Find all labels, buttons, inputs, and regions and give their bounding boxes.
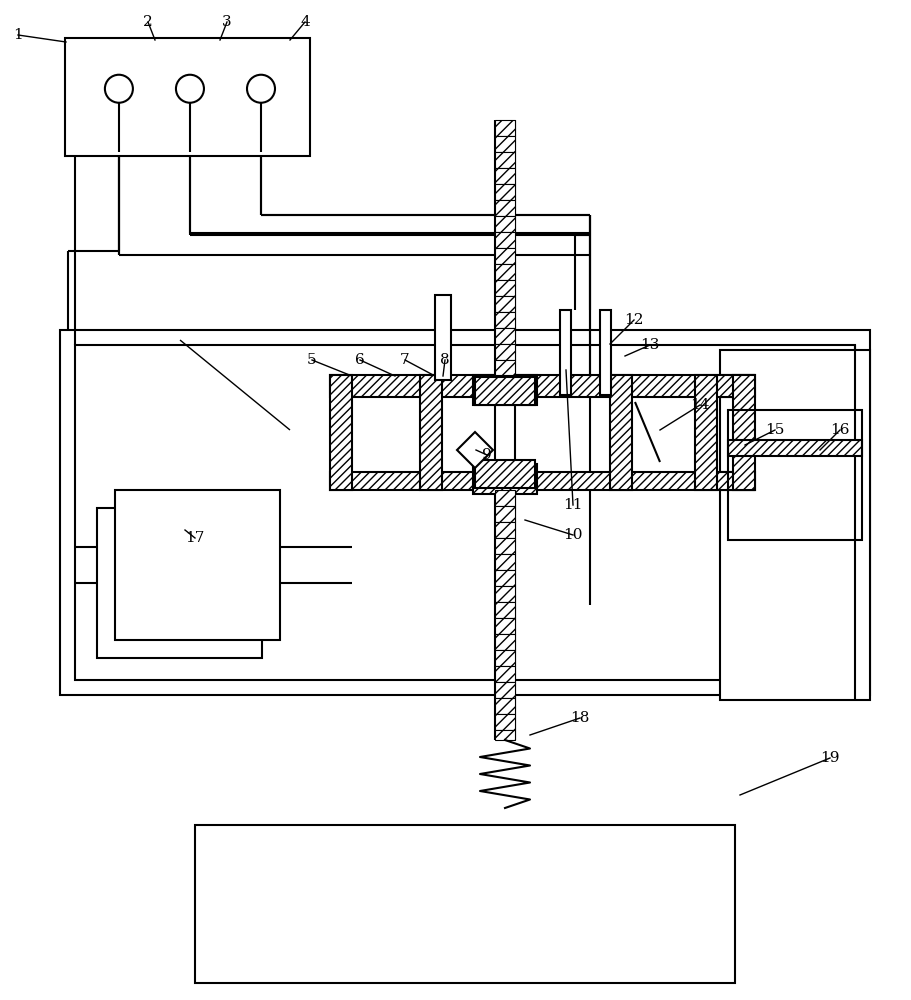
Bar (495, 184, 515, 200)
Text: 9: 9 (482, 448, 491, 462)
Text: 6: 6 (354, 353, 364, 367)
Bar (495, 570, 515, 586)
Bar (495, 650, 515, 666)
Bar (559, 310, 570, 395)
Text: 17: 17 (185, 531, 204, 545)
Bar (65, 38, 310, 156)
Polygon shape (456, 432, 493, 468)
Bar (495, 136, 515, 152)
Bar (495, 554, 515, 570)
Bar (495, 522, 515, 538)
Bar (495, 602, 515, 618)
Text: 18: 18 (569, 711, 589, 725)
Bar (694, 375, 716, 490)
Text: 3: 3 (222, 15, 231, 29)
Bar (60, 330, 869, 695)
Bar (330, 375, 754, 397)
Bar (473, 464, 537, 494)
Bar (732, 375, 754, 490)
Bar (719, 350, 869, 700)
Bar (75, 345, 854, 680)
Bar (495, 312, 515, 328)
Bar (115, 490, 280, 640)
Bar (495, 152, 515, 168)
Bar (495, 120, 515, 136)
Text: 7: 7 (400, 353, 409, 367)
Text: 11: 11 (563, 498, 582, 512)
Bar (727, 410, 861, 540)
Bar (195, 825, 734, 983)
Bar (97, 508, 261, 658)
Text: 5: 5 (307, 353, 316, 367)
Bar (495, 200, 515, 216)
Text: 16: 16 (829, 423, 849, 437)
Bar (495, 538, 515, 554)
Bar (495, 714, 515, 730)
Bar (495, 682, 515, 698)
Text: 14: 14 (690, 398, 709, 412)
Bar (495, 634, 515, 650)
Bar (495, 698, 515, 714)
Bar (495, 264, 515, 280)
Bar (495, 490, 515, 506)
Bar (727, 440, 861, 456)
Text: 10: 10 (563, 528, 582, 542)
Text: 1: 1 (13, 28, 23, 42)
Bar (495, 666, 515, 682)
Bar (330, 472, 754, 490)
Text: 15: 15 (764, 423, 783, 437)
Text: 4: 4 (300, 15, 310, 29)
Text: 8: 8 (440, 353, 449, 367)
Text: 19: 19 (819, 751, 839, 765)
Bar (352, 397, 420, 472)
Bar (475, 377, 535, 405)
Bar (495, 586, 515, 602)
Bar (495, 280, 515, 296)
Bar (609, 375, 631, 490)
Bar (475, 460, 535, 488)
Text: 2: 2 (143, 15, 153, 29)
Bar (473, 375, 537, 405)
Bar (495, 344, 515, 360)
Bar (442, 397, 473, 472)
Text: 13: 13 (640, 338, 659, 352)
Bar (495, 730, 515, 740)
Bar (495, 232, 515, 248)
Bar (495, 360, 515, 375)
Bar (495, 248, 515, 264)
Bar (495, 328, 515, 344)
Bar (495, 618, 515, 634)
Bar (599, 310, 610, 395)
Bar (435, 295, 451, 380)
Bar (495, 506, 515, 522)
Bar (330, 375, 352, 490)
Bar (420, 375, 442, 490)
Bar (495, 296, 515, 312)
Bar (495, 216, 515, 232)
Bar (495, 168, 515, 184)
Text: 12: 12 (623, 313, 643, 327)
